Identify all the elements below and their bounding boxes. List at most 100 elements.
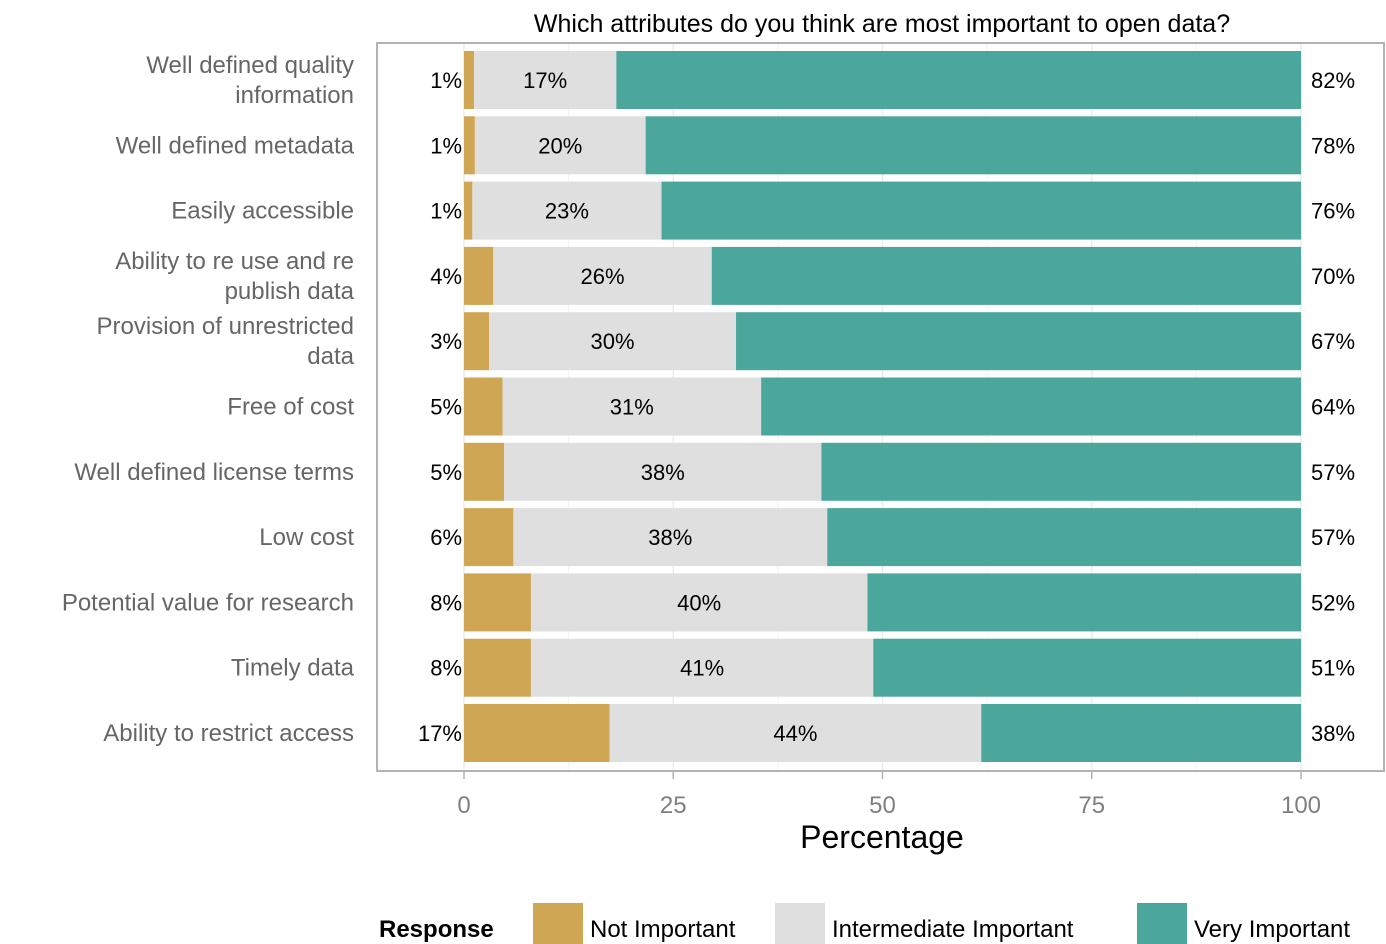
value-label-not-important: 1% [430,133,462,158]
category-label: Ability to re use and re [115,248,354,275]
bar-segment-very-important [736,312,1301,371]
value-label-very-important: 64% [1311,395,1355,420]
value-label-very-important: 76% [1311,199,1355,224]
legend-swatch-very-important [1137,903,1187,944]
category-label: Ability to restrict access [103,720,354,747]
bar-segment-very-important [645,116,1301,175]
value-label-not-important: 6% [430,525,462,550]
bar-segment-intermediate-important [502,377,762,436]
value-label-very-important: 52% [1311,590,1355,615]
chart-title: Which attributes do you think are most i… [534,10,1230,38]
bar-segment-very-important [711,246,1301,305]
legend-swatch-not-important [533,903,583,944]
value-label-intermediate-important: 26% [581,264,625,289]
bar-segment-not-important [464,312,490,371]
bar-segment-intermediate-important [530,638,874,697]
value-label-very-important: 57% [1311,525,1355,550]
bar-segment-not-important [464,181,473,240]
x-axis-ticks: 0 25 50 75 100 [457,772,1321,819]
value-label-intermediate-important: 38% [648,525,692,550]
x-tick-label: 50 [869,792,896,819]
bar-segment-intermediate-important [609,704,982,762]
category-labels: Well defined quality information Well defi… [62,52,355,747]
category-label: Free of cost [227,394,354,421]
bar-segment-not-important [464,246,494,305]
category-label: Timely data [231,655,355,682]
bar-segment-not-important [464,638,531,697]
value-label-intermediate-important: 20% [538,133,582,158]
bar-segment-not-important [464,442,505,501]
value-label-not-important: 1% [430,199,462,224]
bar-segment-very-important [867,573,1301,632]
bar-segment-not-important [464,116,475,175]
value-label-intermediate-important: 41% [680,656,724,681]
value-label-intermediate-important: 23% [545,199,589,224]
value-label-intermediate-important: 38% [641,460,685,485]
bar-segment-very-important [661,181,1301,240]
bar-segment-very-important [761,377,1301,436]
x-tick-label: 0 [457,792,470,819]
value-label-very-important: 38% [1311,721,1355,746]
value-label-intermediate-important: 30% [591,329,635,354]
value-label-very-important: 67% [1311,329,1355,354]
x-tick-label: 100 [1281,792,1321,819]
legend-label: Intermediate Important [832,916,1074,943]
value-label-not-important: 8% [430,590,462,615]
panel-border [376,42,1385,772]
bar-segment-very-important [827,508,1301,567]
x-axis-title: Percentage [800,819,964,855]
value-label-intermediate-important: 17% [523,68,567,93]
category-label: Well defined metadata [116,132,355,159]
bar-segment-intermediate-important [493,246,712,305]
bar-segment-intermediate-important [513,508,828,567]
category-label: Provision of unrestricted [97,313,354,340]
bar-segment-not-important [464,51,475,109]
value-label-very-important: 70% [1311,264,1355,289]
bar-segment-not-important [464,377,503,436]
category-label: Low cost [259,524,354,551]
value-label-not-important: 17% [418,721,462,746]
legend: Response Not Important Intermediate Impor… [379,903,1350,944]
value-label-not-important: 8% [430,656,462,681]
bar-segment-intermediate-important [472,181,662,240]
value-label-very-important: 57% [1311,460,1355,485]
value-label-very-important: 82% [1311,68,1355,93]
legend-swatch-intermediate-important [775,903,825,944]
category-label: Easily accessible [171,198,354,225]
value-label-very-important: 78% [1311,133,1355,158]
legend-title: Response [379,916,494,943]
value-label-not-important: 4% [430,264,462,289]
value-label-not-important: 3% [430,329,462,354]
bar-segment-very-important [821,442,1301,501]
bar-segment-very-important [873,638,1301,697]
bar-segment-not-important [464,508,514,567]
value-label-intermediate-important: 40% [677,590,721,615]
bar-segment-not-important [464,573,531,632]
category-label: data [307,343,354,370]
bar-segment-intermediate-important [489,312,737,371]
value-label-not-important: 5% [430,460,462,485]
bar-segment-intermediate-important [504,442,822,501]
x-tick-label: 75 [1078,792,1105,819]
value-label-intermediate-important: 31% [610,395,654,420]
category-label: Well defined quality [146,52,354,79]
bars: 1% 17% 82% 1% 20% 78% 1% 23% 76% 4% 26% 70% 3% 30% 67%… [418,51,1355,762]
category-label: information [235,82,354,109]
value-label-very-important: 51% [1311,656,1355,681]
bar-segment-very-important [616,51,1301,109]
bar-segment-intermediate-important [530,573,868,632]
bar-segment-very-important [981,704,1301,762]
value-label-not-important: 5% [430,395,462,420]
value-label-intermediate-important: 44% [773,721,817,746]
x-tick-label: 25 [660,792,687,819]
legend-label: Not Important [590,916,736,943]
bar-segment-intermediate-important [474,51,617,109]
category-label: Potential value for research [62,589,354,616]
value-label-not-important: 1% [430,68,462,93]
category-label: publish data [225,278,355,305]
bar-segment-not-important [464,704,610,762]
legend-label: Very Important [1194,916,1350,943]
category-label: Well defined license terms [74,459,354,486]
bar-segment-intermediate-important [474,116,646,175]
